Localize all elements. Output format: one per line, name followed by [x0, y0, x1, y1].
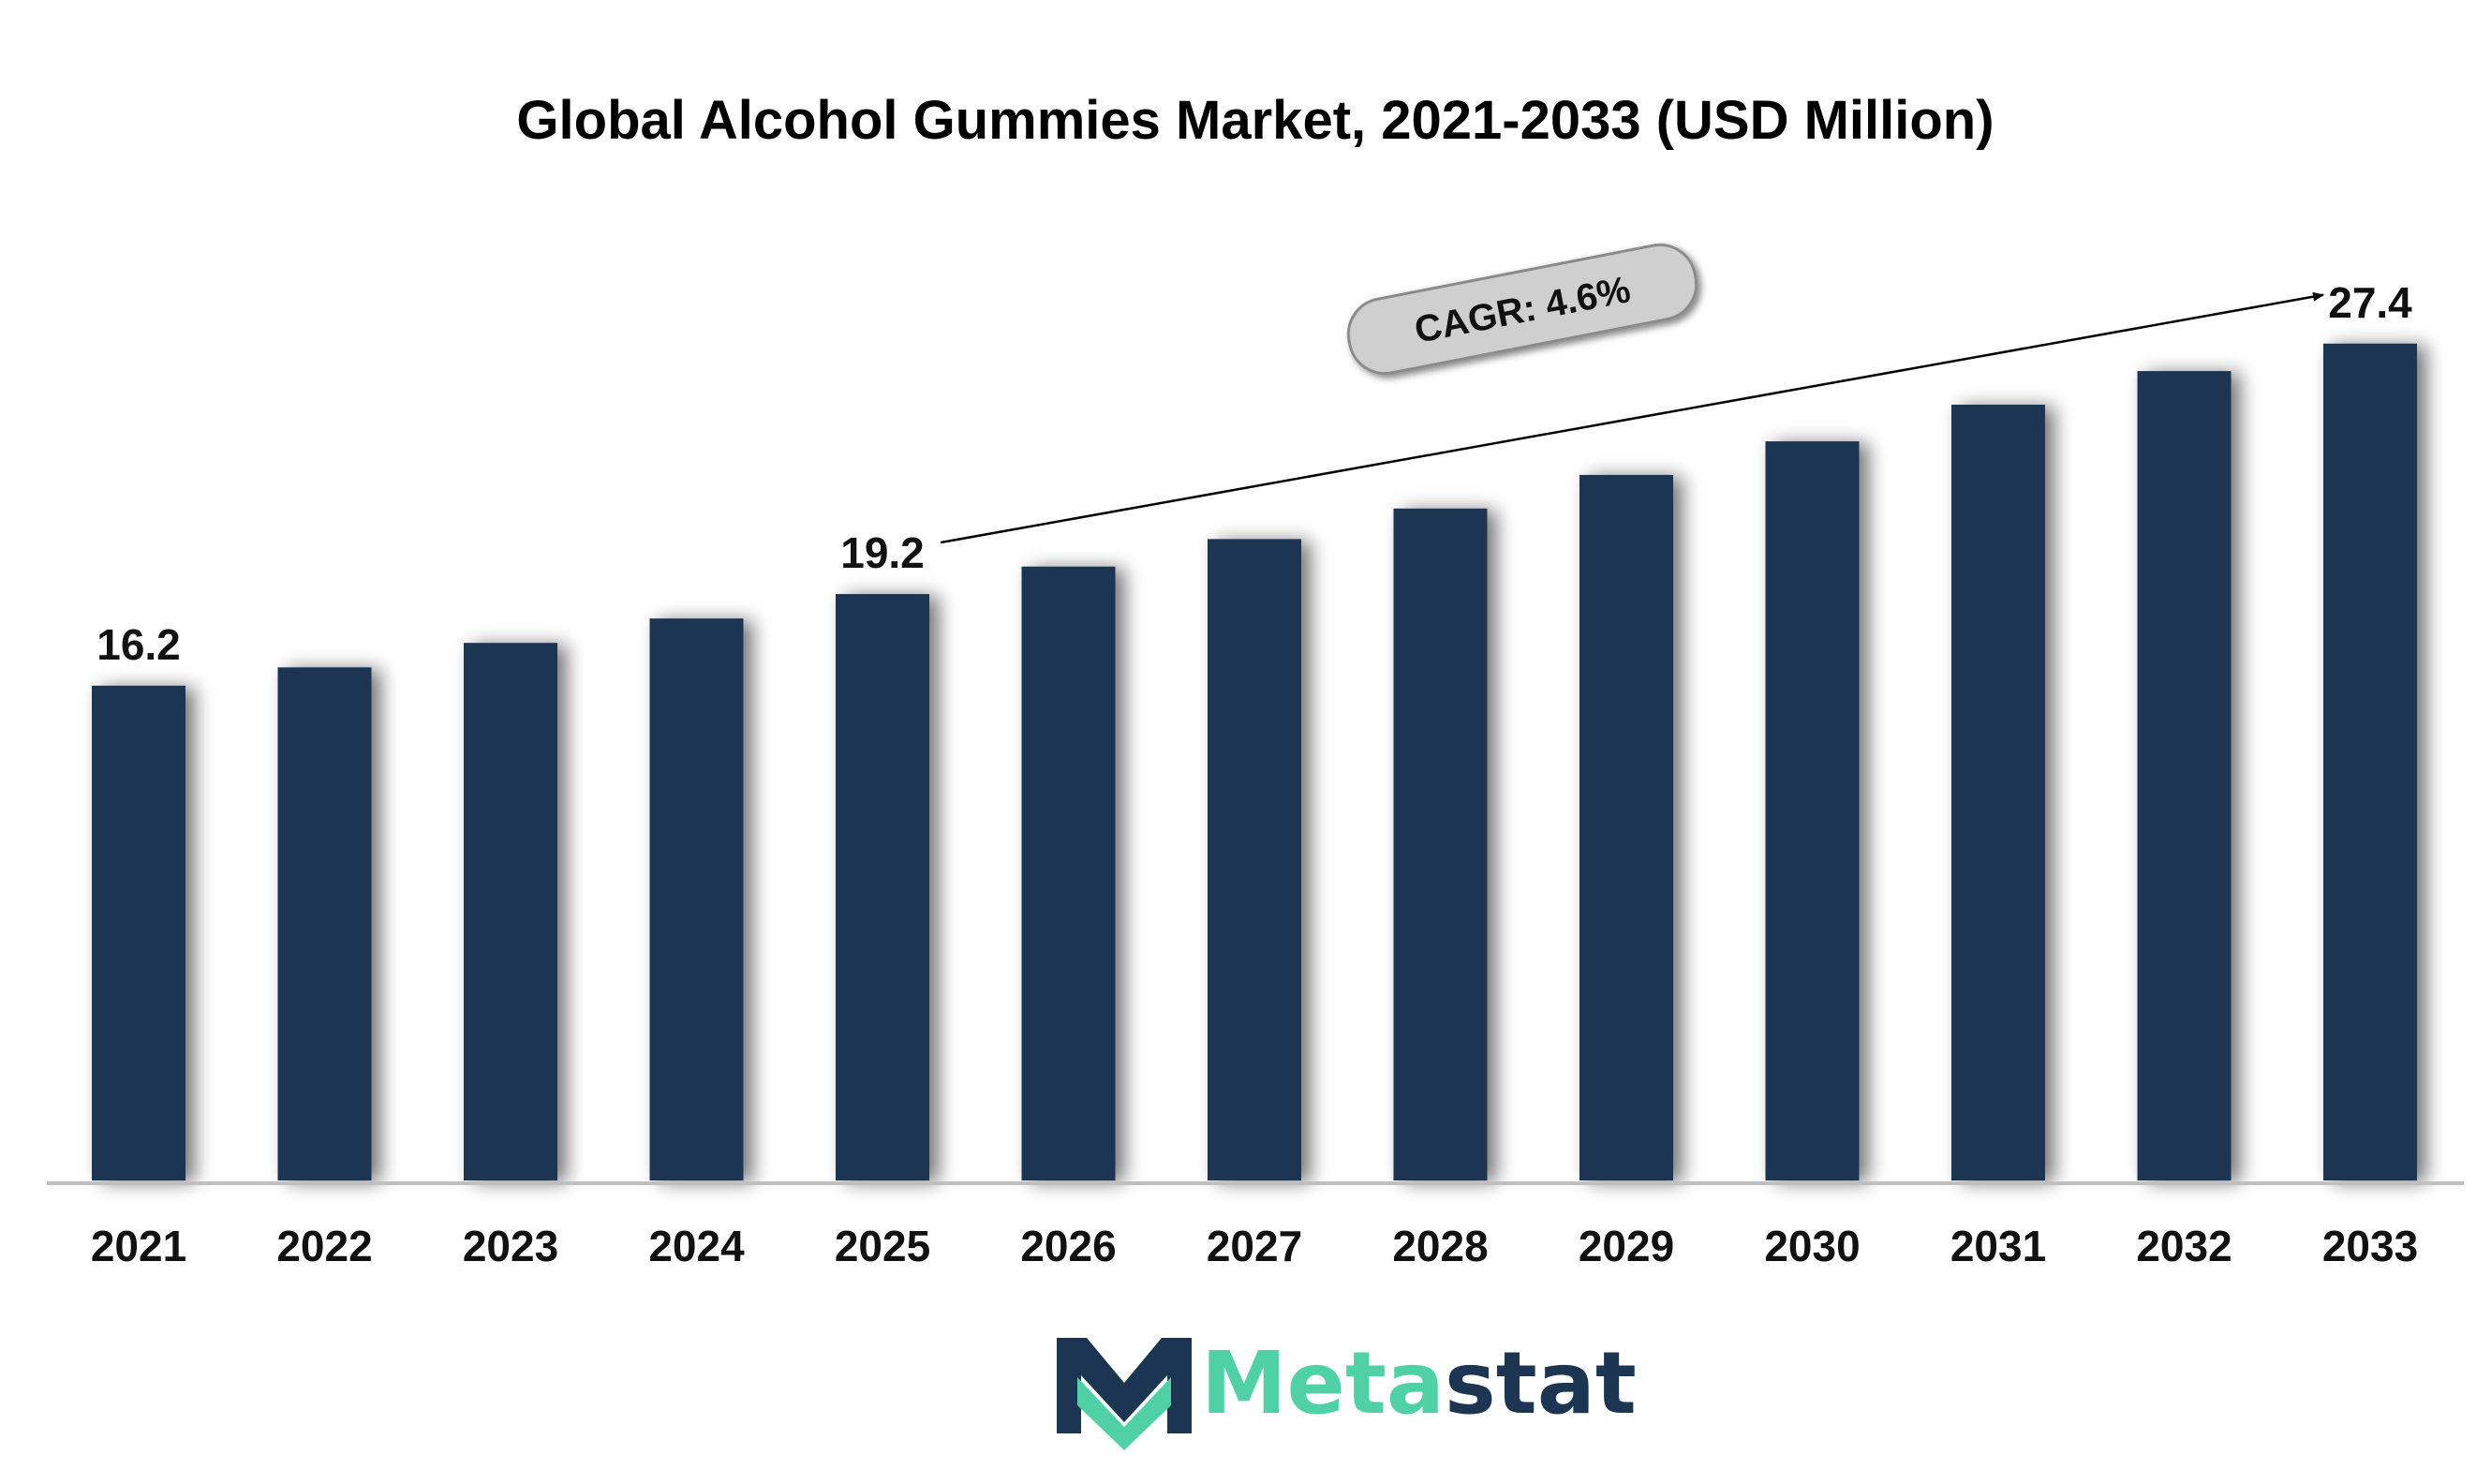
metastat-logo-mark [1057, 1338, 1192, 1450]
x-tick-label-2028: 2028 [1392, 1222, 1488, 1270]
x-tick-label-2029: 2029 [1579, 1222, 1674, 1270]
x-tick-label-2026: 2026 [1020, 1222, 1116, 1270]
bar-2022 [277, 667, 372, 1180]
x-tick-label-2024: 2024 [648, 1222, 745, 1270]
bar-2027 [1208, 539, 1301, 1180]
cagr-pill [1346, 243, 1698, 376]
data-label-2033: 27.4 [2328, 278, 2412, 327]
logo-wordmark-meta: Meta [1201, 1333, 1445, 1433]
bar-2031 [1951, 404, 2045, 1181]
metastat-logo: Metastat [1057, 1333, 1637, 1450]
bar-2029 [1579, 474, 1673, 1180]
bar-2028 [1393, 508, 1488, 1180]
x-tick-label-2025: 2025 [835, 1222, 930, 1270]
x-tick-label-2027: 2027 [1207, 1222, 1302, 1270]
chart-title: Global Alcohol Gummies Market, 2021-2033… [516, 90, 1994, 151]
x-tick-label-2033: 2033 [2322, 1222, 2418, 1270]
bar-2024 [649, 618, 744, 1180]
bar-2032 [2137, 371, 2232, 1181]
x-tick-label-2022: 2022 [276, 1222, 372, 1270]
x-tick-label-2023: 2023 [463, 1222, 558, 1270]
bar-2033 [2323, 343, 2417, 1180]
cagr-arrow [940, 291, 2324, 544]
data-label-2021: 16.2 [96, 620, 181, 669]
x-tick-label-2030: 2030 [1764, 1222, 1860, 1270]
logo-wordmark-stat: stat [1445, 1333, 1637, 1433]
bar-2021 [92, 685, 185, 1180]
bar-2026 [1021, 566, 1116, 1180]
data-labels: 16.2 19.2 27.4 [96, 278, 2412, 669]
bar-2030 [1765, 441, 1860, 1181]
x-tick-label-2032: 2032 [2136, 1222, 2232, 1270]
x-tick-label-2031: 2031 [1950, 1222, 2046, 1270]
cagr-annotation: CAGR: 4.6% [1346, 243, 1698, 376]
x-axis-ticks: 2021 2022 2023 2024 2025 2026 2027 2028 2029 2030… [91, 1222, 2418, 1270]
data-label-2025: 19.2 [840, 528, 925, 577]
bar-2025 [836, 594, 929, 1180]
bar-series [92, 343, 2417, 1181]
bar-2023 [464, 643, 557, 1180]
logo-wordmark: Metastat [1201, 1333, 1637, 1433]
x-tick-label-2021: 2021 [91, 1222, 186, 1270]
